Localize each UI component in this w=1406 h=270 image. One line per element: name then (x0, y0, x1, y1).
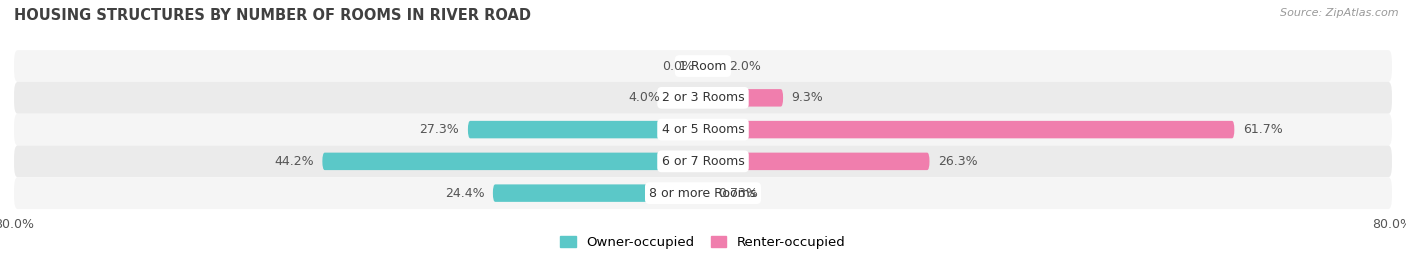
FancyBboxPatch shape (703, 153, 929, 170)
FancyBboxPatch shape (703, 121, 1234, 138)
FancyBboxPatch shape (14, 114, 1392, 146)
FancyBboxPatch shape (322, 153, 703, 170)
Text: 8 or more Rooms: 8 or more Rooms (650, 187, 756, 200)
Text: 4 or 5 Rooms: 4 or 5 Rooms (662, 123, 744, 136)
Text: HOUSING STRUCTURES BY NUMBER OF ROOMS IN RIVER ROAD: HOUSING STRUCTURES BY NUMBER OF ROOMS IN… (14, 8, 531, 23)
FancyBboxPatch shape (14, 146, 1392, 177)
Text: Source: ZipAtlas.com: Source: ZipAtlas.com (1281, 8, 1399, 18)
FancyBboxPatch shape (14, 50, 1392, 82)
FancyBboxPatch shape (703, 57, 720, 75)
Text: 0.73%: 0.73% (718, 187, 758, 200)
Text: 61.7%: 61.7% (1243, 123, 1282, 136)
FancyBboxPatch shape (14, 177, 1392, 209)
Legend: Owner-occupied, Renter-occupied: Owner-occupied, Renter-occupied (560, 236, 846, 249)
Text: 44.2%: 44.2% (274, 155, 314, 168)
Text: 27.3%: 27.3% (419, 123, 460, 136)
Text: 6 or 7 Rooms: 6 or 7 Rooms (662, 155, 744, 168)
FancyBboxPatch shape (14, 82, 1392, 114)
Text: 24.4%: 24.4% (444, 187, 484, 200)
Text: 0.0%: 0.0% (662, 60, 695, 73)
Text: 1 Room: 1 Room (679, 60, 727, 73)
Text: 26.3%: 26.3% (938, 155, 977, 168)
Text: 4.0%: 4.0% (628, 91, 659, 104)
Text: 9.3%: 9.3% (792, 91, 824, 104)
FancyBboxPatch shape (468, 121, 703, 138)
Text: 2.0%: 2.0% (728, 60, 761, 73)
FancyBboxPatch shape (669, 89, 703, 107)
Text: 2 or 3 Rooms: 2 or 3 Rooms (662, 91, 744, 104)
FancyBboxPatch shape (494, 184, 703, 202)
FancyBboxPatch shape (703, 184, 709, 202)
FancyBboxPatch shape (703, 89, 783, 107)
